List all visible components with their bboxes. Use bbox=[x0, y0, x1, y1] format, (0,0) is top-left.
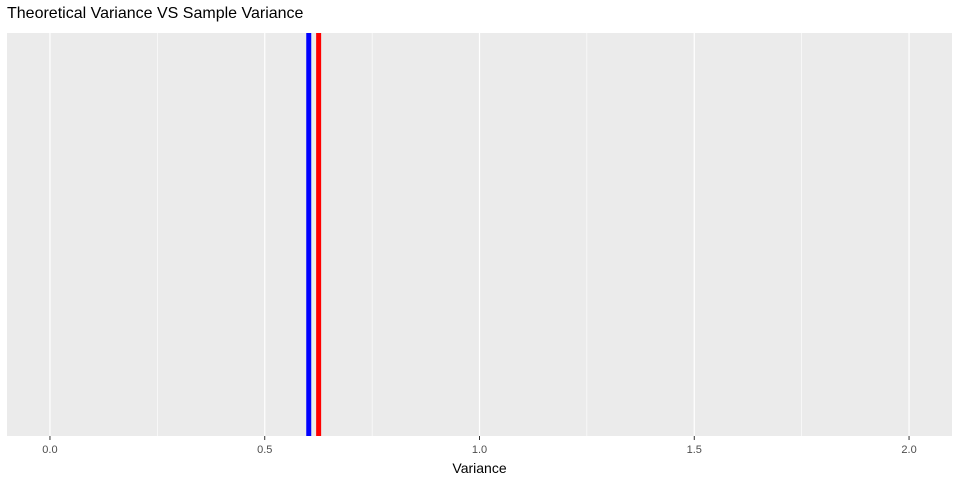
x-tick-label: 0.0 bbox=[42, 444, 57, 456]
series-lines bbox=[306, 33, 322, 436]
x-tick-label: 1.0 bbox=[472, 444, 487, 456]
major-gridlines bbox=[49, 33, 910, 436]
x-tick-label: 2.0 bbox=[901, 444, 916, 456]
x-tick-label: 1.5 bbox=[687, 444, 702, 456]
x-axis-title: Variance bbox=[452, 460, 506, 476]
x-axis-ticks: 0.0 0.5 1.0 1.5 2.0 bbox=[42, 436, 917, 456]
x-tick-label: 0.5 bbox=[257, 444, 272, 456]
minor-gridlines bbox=[157, 33, 802, 436]
chart-title: Theoretical Variance VS Sample Variance bbox=[7, 5, 304, 22]
